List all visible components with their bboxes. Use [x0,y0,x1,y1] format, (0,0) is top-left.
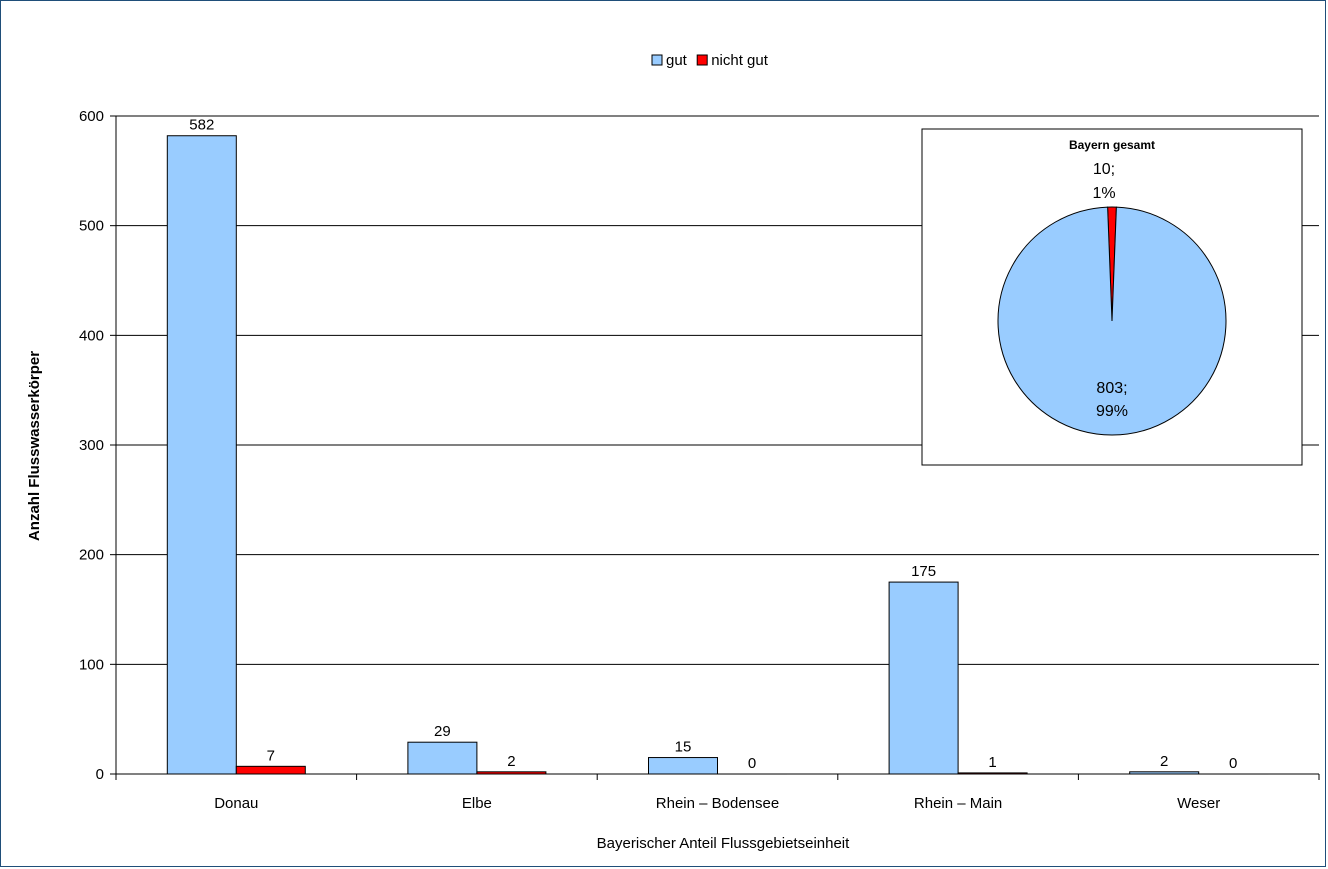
bar [888,581,959,775]
data-label: 1 [988,754,996,771]
pie-title: Bayern gesamt [1069,138,1155,152]
y-tick-label: 400 [79,327,104,344]
bar [407,741,478,775]
x-tick-label: Donau [214,795,258,812]
x-axis-label: Bayerischer Anteil Flussgebietseinheit [597,835,850,852]
y-tick-label: 500 [79,218,104,235]
legend: gut nicht gut [651,52,769,69]
bar [648,757,718,775]
y-tick-label: 600 [79,108,104,125]
data-label: 0 [1229,755,1237,772]
x-tick-label: Rhein – Bodensee [656,795,779,812]
legend-label: nicht gut [711,52,769,69]
data-label: 7 [267,747,275,764]
pie-slice [997,206,1227,436]
bar [166,135,237,775]
x-tick-label: Rhein – Main [914,795,1002,812]
data-label: 0 [748,755,756,772]
data-label: 175 [911,563,936,580]
bars: 582 7 29 2 15 0 175 1 2 0 [166,117,1269,775]
grid [116,115,1319,665]
data-label: 15 [675,739,692,756]
y-axis-label: Anzahl Flusswasserkörper [26,351,43,541]
bar [235,765,306,775]
data-label: 2 [507,753,515,770]
data-label: 29 [434,723,451,740]
pie: 803; 99% 10; 1% [997,161,1227,436]
pie-label-percent: 1% [1092,185,1115,202]
pie-label-value: 10; [1093,161,1115,178]
legend-label: gut [666,52,688,69]
y-tick-label: 0 [96,766,104,783]
x-tick-label: Elbe [462,795,492,812]
legend-swatch [696,54,708,66]
y-tick-label: 200 [79,547,104,564]
y-tick-label: 300 [79,437,104,454]
data-label: 582 [189,117,214,134]
pie-inset: Bayern gesamt 803; 99% 10; 1% [921,128,1303,466]
y-tick-label: 100 [79,656,104,673]
pie-label-percent: 99% [1096,403,1128,420]
pie-label-value: 803; [1096,380,1127,397]
legend-swatch [651,54,663,66]
x-tick-label: Weser [1177,795,1220,812]
data-label: 2 [1160,753,1168,770]
